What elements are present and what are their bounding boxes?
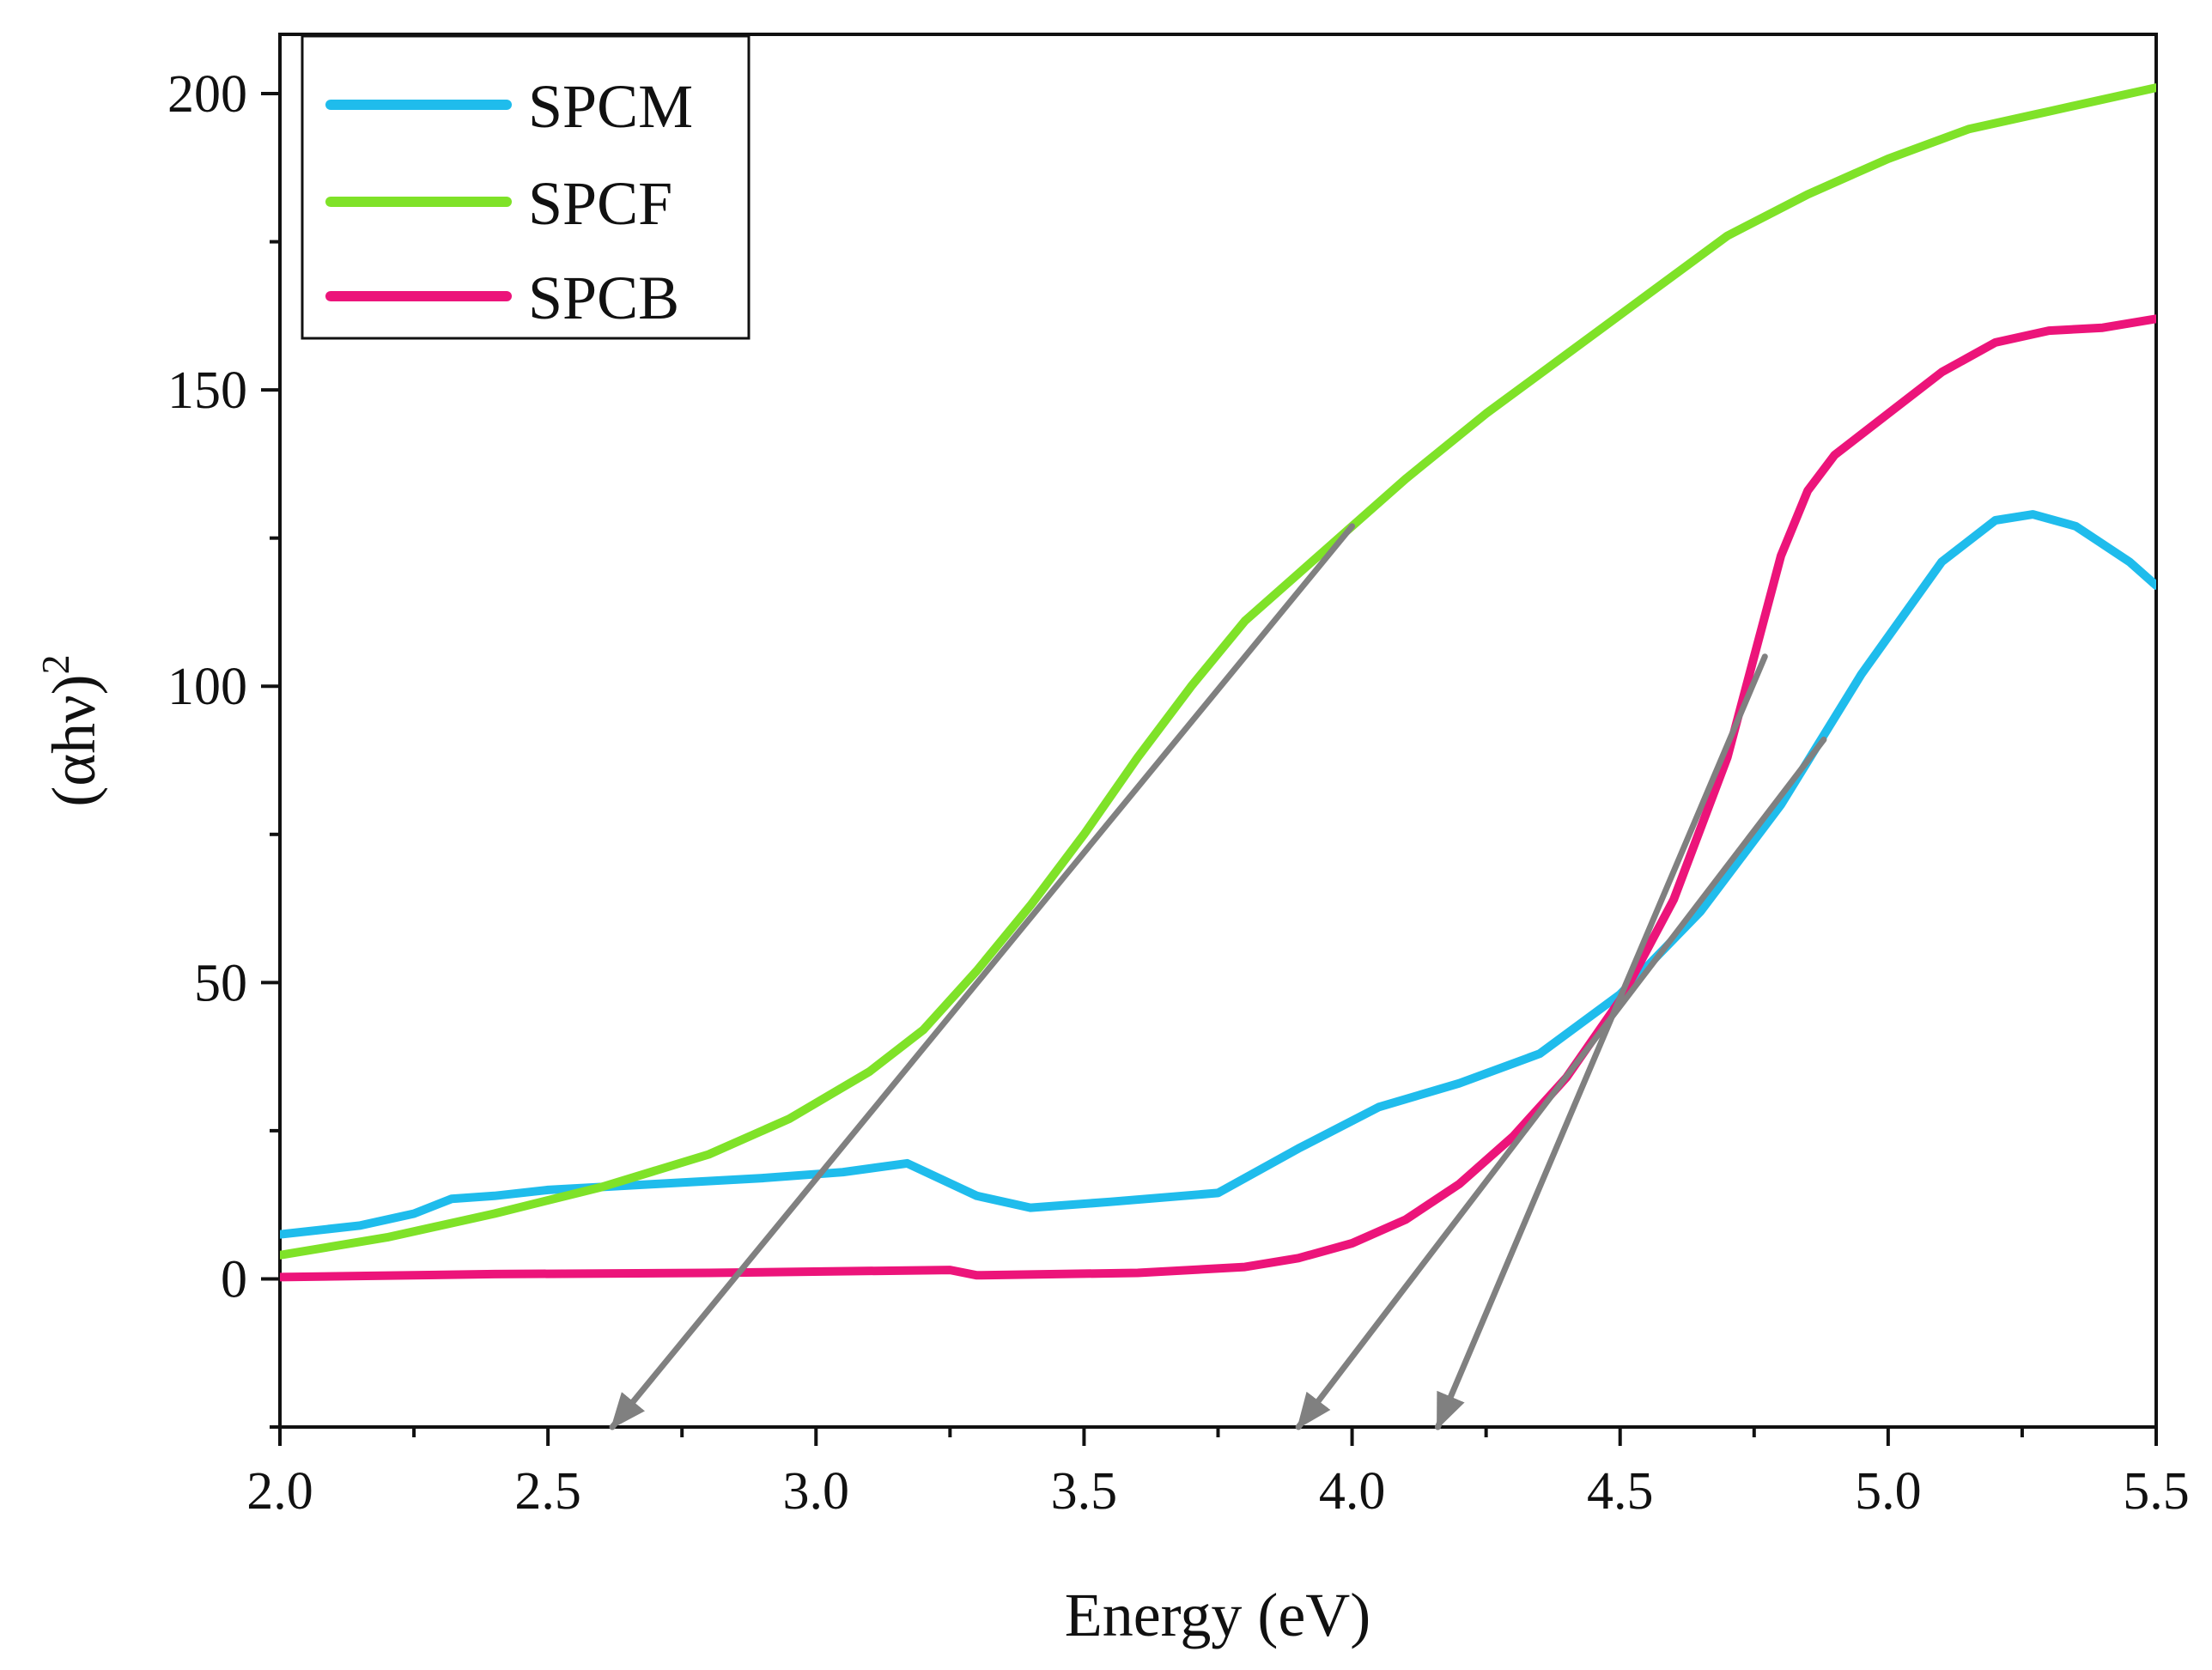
- legend-label-spcb: SPCB: [528, 264, 679, 332]
- y-axis-title-base: (αhν): [40, 674, 108, 806]
- x-tick-label: 3.5: [1051, 1462, 1118, 1521]
- x-tick-label: 2.0: [246, 1462, 313, 1521]
- x-tick-label: 4.5: [1587, 1462, 1654, 1521]
- series-line-spcb: [280, 314, 2156, 1282]
- x-tick-label: 2.5: [514, 1462, 581, 1521]
- fit-arrow-1: [609, 523, 1356, 1430]
- x-tick-label: 4.0: [1319, 1462, 1386, 1521]
- y-axis-title-sup: 2: [33, 654, 77, 674]
- fit-lines-group: [609, 523, 1827, 1430]
- legend-label-spcm: SPCM: [528, 72, 693, 141]
- fit-arrow-3: [1434, 653, 1768, 1430]
- y-tick-label: 100: [167, 658, 247, 716]
- x-tick-label: 5.0: [1855, 1462, 1922, 1521]
- legend-label-spcf: SPCF: [528, 169, 672, 238]
- x-tick-label: 5.5: [2123, 1462, 2190, 1521]
- y-tick-label: 0: [221, 1250, 247, 1309]
- legend-box: [301, 34, 750, 340]
- y-tick-label: 200: [167, 65, 247, 124]
- series-line-spcm: [280, 510, 2156, 1239]
- y-axis-title: (αhν)2: [33, 654, 108, 806]
- x-axis-title: Energy (eV): [1065, 1581, 1371, 1649]
- ticks-group: 2.0 2.5 3.0 3.5 4.0 4.5 5.0 5.5 0 50 100 150 200: [167, 65, 2190, 1521]
- legend: SPCM SPCF SPCB: [301, 34, 750, 340]
- y-tick-label: 50: [194, 954, 247, 1012]
- series-line-spcf: [280, 83, 2156, 1260]
- fit-arrow-2: [1295, 736, 1827, 1430]
- x-tick-label: 3.0: [783, 1462, 850, 1521]
- y-tick-label: 150: [167, 361, 247, 420]
